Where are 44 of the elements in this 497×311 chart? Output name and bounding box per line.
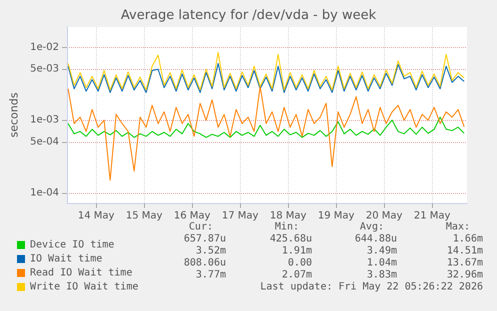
text: Last update: Fri May 22 05:26:22 2026	[260, 282, 483, 292]
chart-title: Average latency for /dev/vda - by week	[120, 8, 377, 23]
legend-label: IO Wait time	[30, 254, 102, 264]
x-tick-label: 20 May	[366, 210, 403, 222]
x-tick-label: 16 May	[174, 210, 211, 222]
text: Min:	[274, 222, 299, 232]
y-tick-label: 1e-03	[30, 114, 59, 126]
y-tick-label: 1e-04	[30, 188, 59, 199]
x-tick-label: 18 May	[270, 210, 307, 222]
text: 657.87u	[184, 234, 226, 244]
line-series	[68, 62, 465, 93]
text: Avg:	[360, 222, 384, 232]
text: 808.06u	[184, 258, 226, 268]
text: 32.96m	[446, 270, 483, 280]
text: 1.66m	[452, 234, 483, 244]
legend-label: Device IO time	[30, 240, 114, 250]
text: 3.77m	[196, 270, 226, 280]
text: 644.88u	[354, 234, 397, 244]
x-tick-label: 21 May	[414, 210, 451, 222]
x-tick-label: 15 May	[126, 210, 163, 222]
text: 3.83m	[366, 270, 397, 280]
line-series	[68, 52, 465, 90]
y-tick-label: 5e-03	[30, 64, 59, 75]
y-tick-label: 5e-04	[30, 136, 59, 148]
text: Cur:	[188, 222, 213, 232]
text: 425.68u	[270, 234, 312, 244]
text: Max:	[446, 222, 470, 232]
text: 1.04m	[366, 258, 397, 268]
legend-label: Write IO Wait time	[30, 282, 138, 292]
text: 14.51m	[446, 246, 483, 256]
text: 0.00	[288, 258, 312, 268]
line-series	[68, 86, 465, 181]
y-tick-label: 1e-02	[30, 42, 59, 53]
x-tick-label: 14 May	[78, 210, 115, 222]
text: 13.67m	[446, 258, 483, 268]
line-series	[68, 116, 465, 138]
x-tick-label: 17 May	[222, 210, 259, 222]
y-axis-title: seconds	[7, 92, 20, 138]
x-tick-label: 19 May	[318, 210, 355, 222]
text: 1.91m	[282, 246, 312, 256]
text: 2.07m	[282, 270, 312, 280]
legend-label: Read IO Wait time	[30, 268, 132, 278]
text: 3.52m	[196, 246, 226, 256]
text: 3.49m	[366, 246, 397, 256]
